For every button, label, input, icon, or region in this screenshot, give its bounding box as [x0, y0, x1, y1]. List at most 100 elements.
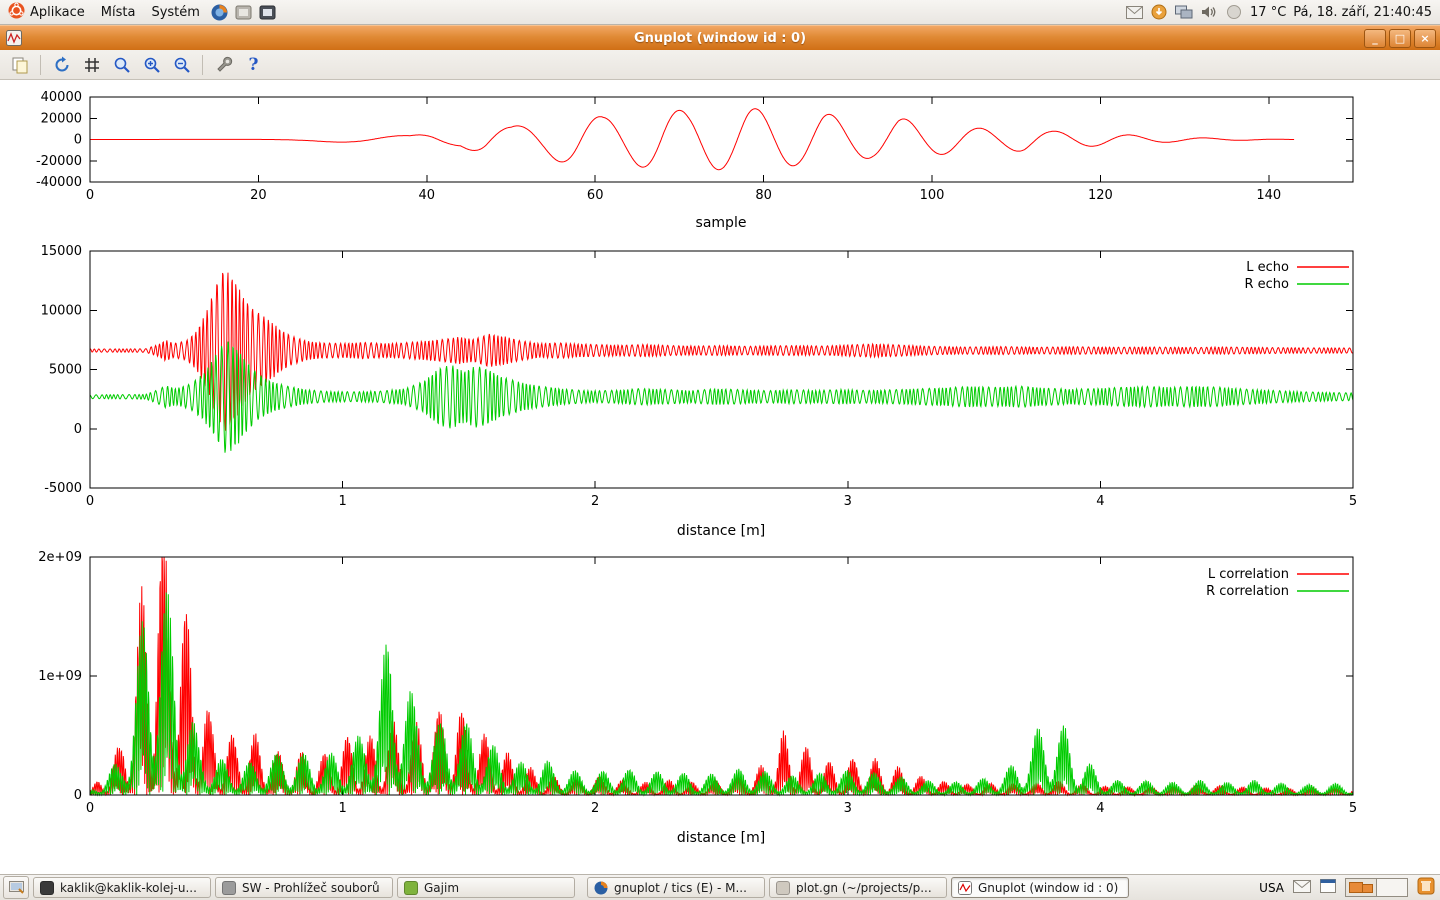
- taskbar-button[interactable]: SW - Prohlížeč souborů: [215, 877, 393, 898]
- workspace-2[interactable]: [1376, 879, 1407, 896]
- svg-text:1: 1: [338, 801, 346, 816]
- show-desktop-button[interactable]: [3, 876, 29, 899]
- minimize-button[interactable]: _: [1364, 29, 1386, 48]
- menu-label: Aplikace: [30, 4, 85, 20]
- svg-text:15000: 15000: [41, 244, 82, 259]
- help-button[interactable]: ?: [240, 52, 267, 77]
- screenshot-launcher-icon[interactable]: [234, 2, 254, 22]
- svg-text:3: 3: [844, 801, 852, 816]
- svg-text:4: 4: [1096, 801, 1104, 816]
- svg-text:40000: 40000: [41, 90, 82, 105]
- taskbar-button[interactable]: Gajim: [397, 877, 575, 898]
- svg-text:R echo: R echo: [1244, 277, 1289, 292]
- chart-pulse[interactable]: 0 20 40 60 80 100 120 140 -40000 -20000 0 20000 4000…: [0, 85, 1440, 237]
- svg-text:-40000: -40000: [36, 175, 82, 190]
- svg-text:R correlation: R correlation: [1206, 584, 1289, 599]
- chart-correlation[interactable]: 0 1 2 3 4 5 0 1e+09 2e+09 distance [m] L correlati…: [0, 549, 1440, 851]
- refresh-button[interactable]: [48, 52, 75, 77]
- svg-text:20000: 20000: [41, 111, 82, 126]
- panel-left: Aplikace Místa Systém: [0, 0, 280, 24]
- update-tray-icon[interactable]: [1150, 3, 1168, 21]
- toolbar-separator: [40, 54, 41, 75]
- keyboard-layout-indicator[interactable]: USA: [1259, 880, 1284, 895]
- window-titlebar[interactable]: Gnuplot (window id : 0) _ □ ×: [0, 25, 1440, 51]
- file-manager-icon: [222, 880, 236, 895]
- svg-text:4: 4: [1096, 494, 1104, 509]
- zoom-in-button[interactable]: [138, 52, 165, 77]
- svg-text:1e+09: 1e+09: [38, 669, 82, 684]
- menu-places[interactable]: Místa: [93, 0, 144, 24]
- svg-text:0: 0: [74, 788, 82, 803]
- menu-label: Místa: [100, 4, 136, 20]
- text-editor-icon: [776, 880, 790, 895]
- close-button[interactable]: ×: [1414, 29, 1436, 48]
- task-label: gnuplot / tics (E) - M...: [614, 880, 747, 895]
- svg-text:100: 100: [920, 188, 945, 203]
- firefox-icon: [594, 881, 608, 895]
- svg-text:sample: sample: [696, 215, 747, 231]
- workspace-1[interactable]: [1346, 879, 1376, 896]
- panel-right: 17 °C Pá, 18. září, 21:40:45: [1125, 0, 1440, 24]
- svg-text:1: 1: [338, 494, 346, 509]
- taskbar-buttons: kaklik@kaklik-kolej-u... SW - Prohlížeč s…: [33, 877, 1129, 898]
- svg-text:2: 2: [591, 494, 599, 509]
- menu-applications[interactable]: Aplikace: [0, 0, 93, 24]
- svg-text:60: 60: [587, 188, 604, 203]
- window-controls: _ □ ×: [1364, 29, 1436, 48]
- svg-text:0: 0: [86, 494, 94, 509]
- workspace-switcher[interactable]: [1345, 878, 1408, 897]
- zoom-button[interactable]: [108, 52, 135, 77]
- task-label: Gnuplot (window id : 0): [978, 880, 1119, 895]
- gajim-icon: [404, 880, 418, 895]
- svg-text:20: 20: [250, 188, 267, 203]
- svg-text:140: 140: [1256, 188, 1281, 203]
- firefox-launcher-icon[interactable]: [210, 2, 230, 22]
- svg-text:L echo: L echo: [1246, 260, 1289, 275]
- gnuplot-icon: [958, 880, 972, 895]
- svg-text:10000: 10000: [41, 303, 82, 318]
- mail-tray-icon[interactable]: [1125, 3, 1143, 21]
- configure-button[interactable]: [210, 52, 237, 77]
- volume-tray-icon[interactable]: [1200, 3, 1218, 21]
- svg-text:0: 0: [86, 188, 94, 203]
- trash-icon[interactable]: [1417, 877, 1435, 898]
- svg-text:3: 3: [844, 494, 852, 509]
- terminal-launcher-icon[interactable]: [258, 2, 278, 22]
- svg-text:120: 120: [1088, 188, 1113, 203]
- maximize-button[interactable]: □: [1389, 29, 1411, 48]
- window-toolbar: ?: [0, 50, 1440, 80]
- taskbar-button[interactable]: kaklik@kaklik-kolej-u...: [33, 877, 211, 898]
- svg-text:-20000: -20000: [36, 154, 82, 169]
- zoom-out-button[interactable]: [168, 52, 195, 77]
- svg-text:distance [m]: distance [m]: [677, 523, 765, 539]
- grid-button[interactable]: [78, 52, 105, 77]
- svg-text:L correlation: L correlation: [1208, 567, 1289, 582]
- svg-text:2e+09: 2e+09: [38, 550, 82, 565]
- svg-text:40: 40: [419, 188, 436, 203]
- taskbar-button[interactable]: gnuplot / tics (E) - M...: [587, 877, 765, 898]
- gnuplot-window-icon: [6, 30, 22, 50]
- taskbar: kaklik@kaklik-kolej-u... SW - Prohlížeč s…: [0, 874, 1440, 900]
- menu-system[interactable]: Systém: [143, 0, 207, 24]
- svg-text:80: 80: [755, 188, 772, 203]
- chart-echo[interactable]: 0 1 2 3 4 5 -5000 0 5000 10000 15000 distance [m] L …: [0, 241, 1440, 543]
- svg-text:2: 2: [591, 801, 599, 816]
- copy-button[interactable]: [6, 52, 33, 77]
- temperature-label: 17 °C: [1250, 4, 1287, 20]
- svg-text:0: 0: [74, 422, 82, 437]
- terminal-icon: [40, 880, 54, 895]
- mail-notify-icon[interactable]: [1293, 879, 1311, 896]
- window-title: Gnuplot (window id : 0): [633, 30, 807, 46]
- weather-tray-icon[interactable]: [1225, 3, 1243, 21]
- plot-canvas: 0 20 40 60 80 100 120 140 -40000 -20000 0 20000 4000…: [0, 81, 1440, 873]
- svg-text:5: 5: [1349, 494, 1357, 509]
- window-selector-icon[interactable]: [1320, 879, 1336, 896]
- remote-desktop-tray-icon[interactable]: [1175, 3, 1193, 21]
- help-icon: ?: [248, 54, 259, 75]
- svg-text:5000: 5000: [49, 363, 82, 378]
- clock-label[interactable]: Pá, 18. září, 21:40:45: [1293, 4, 1432, 20]
- taskbar-button[interactable]: plot.gn (~/projects/p...: [769, 877, 947, 898]
- svg-text:-5000: -5000: [44, 481, 82, 496]
- task-label: SW - Prohlížeč souborů: [242, 880, 380, 895]
- taskbar-button[interactable]: Gnuplot (window id : 0): [951, 877, 1129, 898]
